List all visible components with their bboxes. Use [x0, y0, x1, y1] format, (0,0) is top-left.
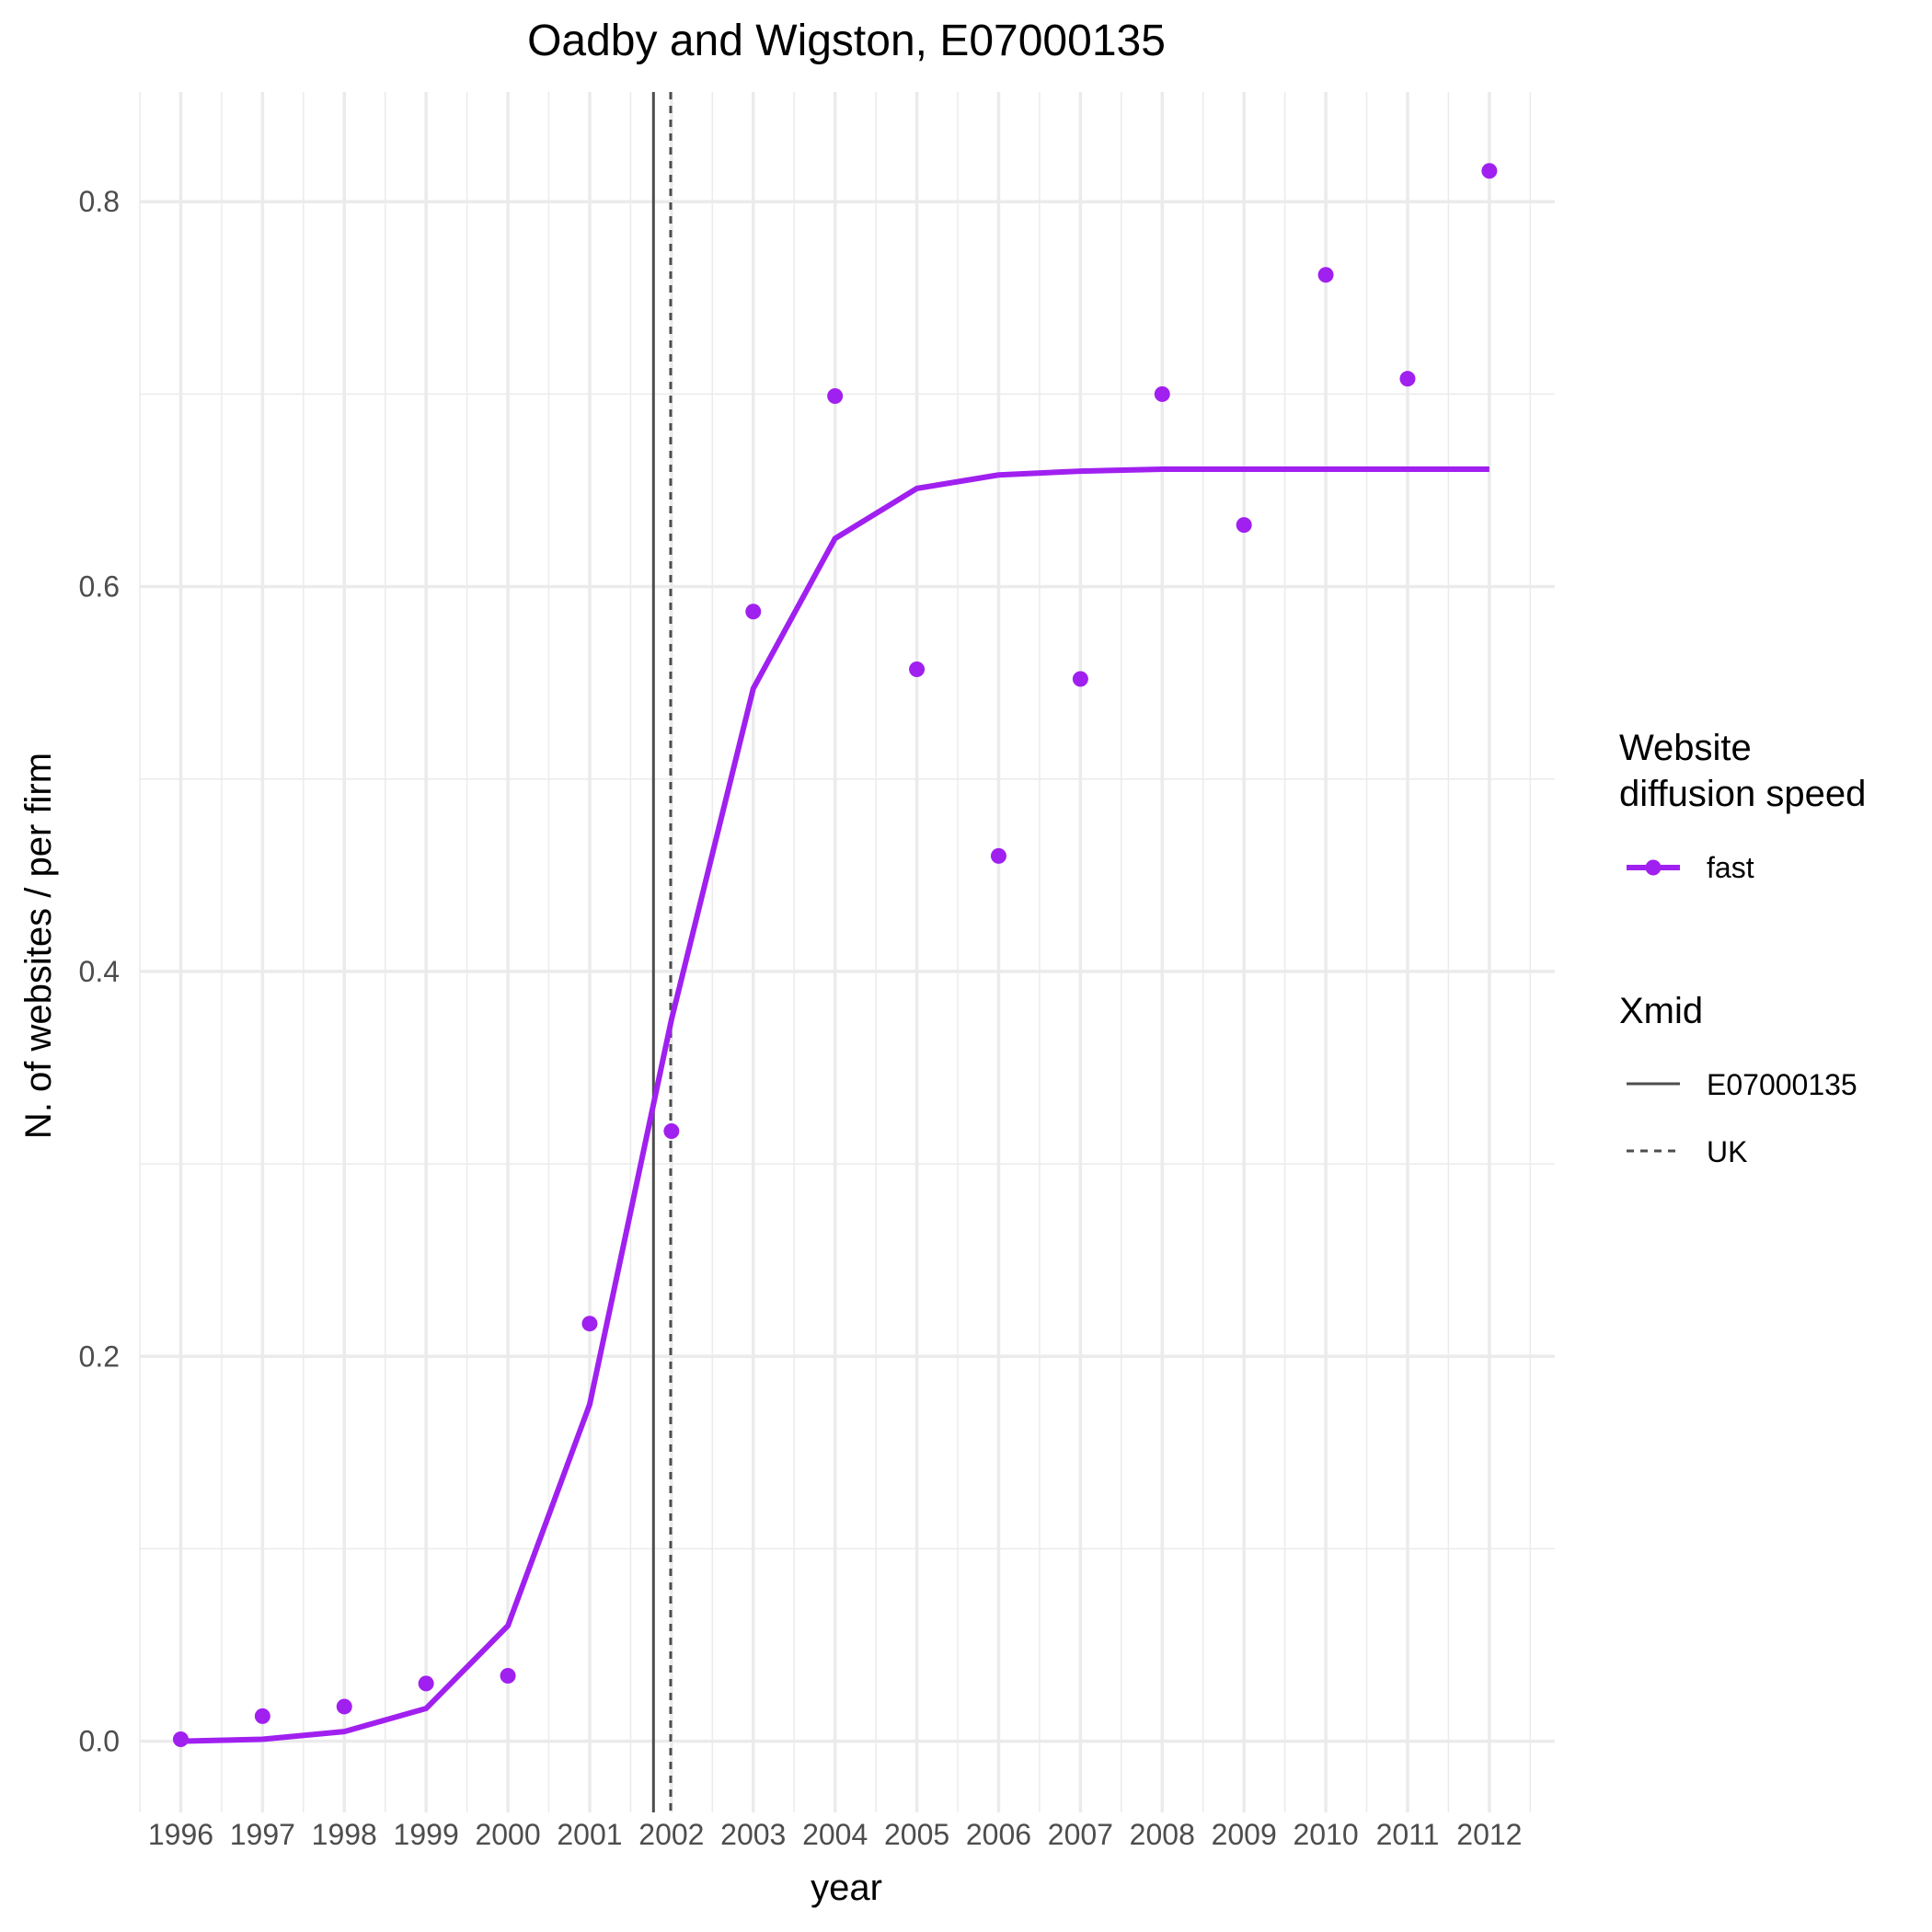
- data-point-2008: [1154, 385, 1170, 402]
- legend-title-xmid: Xmid: [1619, 991, 1703, 1031]
- y-axis-title: N. of websites / per firm: [18, 753, 59, 1139]
- x-tick-label: 2007: [1048, 1818, 1113, 1851]
- data-point-2003: [745, 604, 762, 620]
- x-tick-label: 1998: [312, 1818, 377, 1851]
- legend-label-uk: UK: [1707, 1135, 1747, 1168]
- x-tick-label: 2002: [638, 1818, 704, 1851]
- y-tick-label: 0.2: [79, 1340, 120, 1373]
- reference-lines: [651, 92, 673, 1812]
- y-tick-label: 0.8: [79, 185, 120, 218]
- x-tick-label: 2001: [557, 1818, 622, 1851]
- y-tick-label: 0.0: [79, 1725, 120, 1758]
- y-axis-ticks: 0.0 0.2 0.4 0.6 0.8: [79, 185, 120, 1757]
- grid: [139, 92, 1555, 1812]
- x-tick-label: 2000: [475, 1818, 540, 1851]
- x-tick-label: 2011: [1376, 1818, 1440, 1851]
- x-tick-label: 1997: [230, 1818, 295, 1851]
- x-tick-label: 2006: [966, 1818, 1031, 1851]
- data-point-2004: [827, 387, 844, 404]
- data-point-2001: [581, 1316, 598, 1332]
- x-tick-label: 2009: [1212, 1818, 1277, 1851]
- y-tick-label: 0.6: [79, 570, 120, 604]
- y-tick-label: 0.4: [79, 955, 120, 988]
- legend-label-fast: fast: [1707, 851, 1754, 884]
- data-point-1997: [254, 1708, 270, 1724]
- series-fitted-line: [180, 466, 1489, 1744]
- data-point-1999: [418, 1675, 434, 1692]
- legend-title-line: Website: [1619, 728, 1752, 768]
- legend-key-point: [1645, 859, 1662, 876]
- x-tick-label: 2010: [1293, 1818, 1358, 1851]
- data-point-2010: [1317, 267, 1334, 283]
- data-point-2012: [1481, 163, 1498, 179]
- data-point-2000: [500, 1667, 516, 1684]
- series-layer: [172, 163, 1498, 1748]
- legend-label-e07000135: E07000135: [1707, 1068, 1857, 1101]
- data-point-1996: [172, 1731, 189, 1748]
- legend-title-line: diffusion speed: [1619, 774, 1866, 814]
- x-tick-label: 2005: [884, 1818, 949, 1851]
- x-tick-label: 1996: [148, 1818, 213, 1851]
- x-tick-label: 1999: [394, 1818, 459, 1851]
- x-tick-label: 2004: [802, 1818, 868, 1851]
- x-tick-label: 2012: [1456, 1818, 1522, 1851]
- data-point-2006: [990, 847, 1006, 864]
- data-point-2005: [909, 661, 926, 678]
- x-tick-label: 2003: [720, 1818, 786, 1851]
- x-axis-ticks: 1996 1997 1998 1999 2000 2001 2002 2003 2004 2005…: [148, 1818, 1523, 1851]
- data-point-1998: [336, 1698, 352, 1715]
- chart-title: Oadby and Wigston, E07000135: [527, 17, 1166, 65]
- x-tick-label: 2008: [1130, 1818, 1195, 1851]
- data-point-2009: [1236, 517, 1252, 534]
- legend: Website diffusion speed fast Xmid E07000135 U…: [1619, 728, 1866, 1168]
- data-point-2011: [1399, 371, 1416, 387]
- data-point-2007: [1072, 671, 1088, 687]
- data-point-2002: [663, 1123, 680, 1140]
- x-axis-title: year: [811, 1868, 882, 1908]
